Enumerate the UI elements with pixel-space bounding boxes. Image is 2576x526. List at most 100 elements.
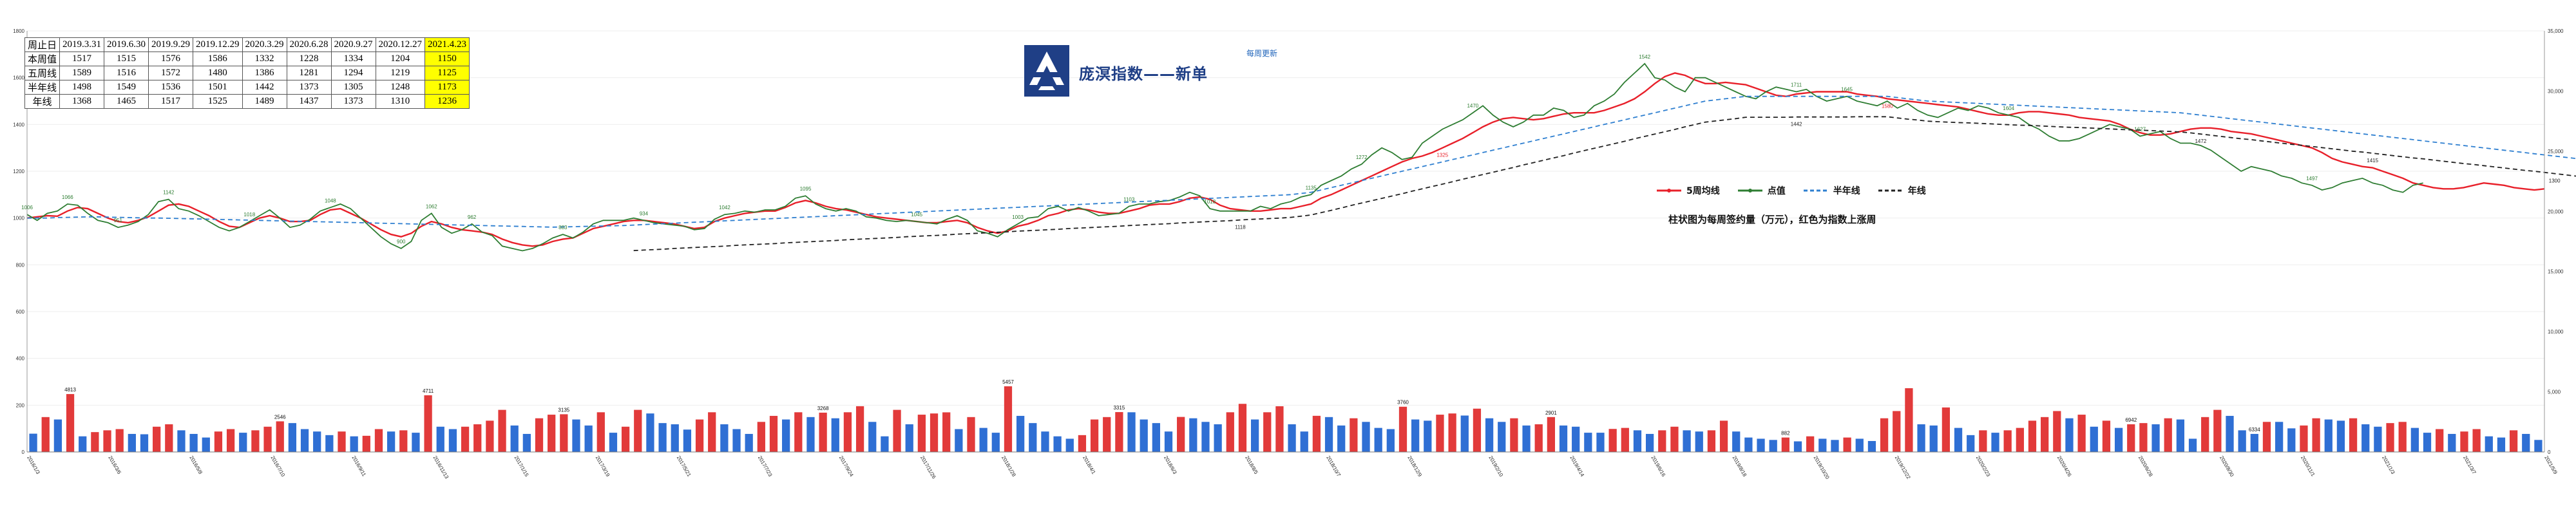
- bar: [2176, 419, 2185, 452]
- bar: [2460, 431, 2468, 452]
- bar: [128, 433, 136, 452]
- bar: [1670, 426, 1679, 452]
- bar: [1350, 418, 1358, 452]
- bar: [695, 419, 704, 452]
- right-tick-label: 30,000: [2548, 88, 2564, 94]
- bar: [276, 421, 284, 452]
- bar: [1460, 415, 1469, 452]
- table-cell: 2019.6.30: [104, 37, 149, 52]
- bar: [498, 409, 506, 452]
- bar: [1843, 437, 1851, 452]
- bar: [955, 429, 963, 452]
- table-cell: 1501: [193, 80, 243, 95]
- bar: [436, 426, 444, 452]
- bar: [1793, 441, 1802, 452]
- bar: [708, 412, 716, 452]
- line-value-label: 1118: [1235, 225, 1246, 230]
- x-tick-label: 2018/6/3: [1163, 455, 1178, 476]
- table-cell: 1204: [375, 52, 426, 66]
- bar: [881, 436, 889, 452]
- table-cell: 1515: [104, 52, 149, 66]
- line-value-label: 1325: [1436, 153, 1448, 158]
- bar: [548, 415, 556, 452]
- bar: [1324, 417, 1333, 452]
- bar: [1164, 431, 1173, 452]
- x-tick-label: 2018/1/28: [1000, 455, 1017, 478]
- bar: [1238, 404, 1247, 452]
- table-cell-highlight: 1150: [425, 52, 470, 66]
- table-cell: 1281: [286, 66, 332, 80]
- line-value-label: 1018: [1204, 199, 1216, 205]
- bar: [2250, 433, 2258, 452]
- bar: [2534, 440, 2543, 452]
- bar: [1707, 430, 1716, 452]
- line-value-label: 1095: [800, 186, 812, 192]
- bar-value-label: 2546: [274, 414, 286, 420]
- table-cell-highlight: 2021.4.23: [425, 37, 470, 52]
- x-tick-label: 2019/10/20: [1813, 455, 1831, 481]
- bar: [1781, 437, 1789, 452]
- right-tick-label: 10,000: [2548, 329, 2564, 335]
- summary-table: 周止日 2019.3.31 2019.6.30 2019.9.29 2019.1…: [24, 37, 470, 109]
- bar: [1288, 424, 1296, 452]
- bar: [2336, 420, 2345, 452]
- bar: [1621, 427, 1629, 452]
- bar: [1263, 412, 1272, 452]
- line-value-label: 1272: [1356, 155, 1368, 160]
- table-cell: 2019.3.31: [59, 37, 105, 52]
- line-value-label: 900: [397, 239, 406, 245]
- bar: [535, 418, 544, 452]
- bar: [1522, 425, 1531, 452]
- bar: [782, 419, 790, 452]
- bar-value-label: 6334: [2249, 427, 2260, 433]
- line-value-label: 1470: [1467, 103, 1478, 109]
- bar: [732, 429, 741, 452]
- line-value-label: 1048: [325, 198, 336, 203]
- bar: [2016, 427, 2024, 452]
- bar: [2090, 426, 2098, 452]
- bar: [1065, 438, 1074, 452]
- table-cell: 1228: [286, 52, 332, 66]
- bar: [1016, 415, 1025, 452]
- table-cell: 1517: [148, 94, 194, 109]
- bar: [1424, 420, 1432, 452]
- table-cell: 2020.3.29: [242, 37, 287, 52]
- legend-item: 5周均线: [1655, 184, 1720, 197]
- bar: [1633, 430, 1642, 452]
- bar: [1510, 418, 1518, 452]
- x-tick-label: 2017/3/19: [595, 455, 611, 478]
- bar: [66, 394, 75, 452]
- bar: [1893, 411, 1901, 452]
- bar: [2423, 433, 2432, 452]
- bar: [2188, 438, 2197, 452]
- bar: [2238, 430, 2246, 452]
- x-tick-label: 2021/1/3: [2381, 455, 2396, 476]
- bar: [2102, 420, 2111, 452]
- bar: [79, 436, 87, 452]
- bar: [510, 425, 519, 452]
- bar: [572, 419, 580, 452]
- bar: [202, 437, 210, 452]
- legend-item: 半年线: [1802, 184, 1860, 197]
- x-tick-label: 2016/5/8: [188, 455, 204, 476]
- bar: [1374, 427, 1382, 452]
- right-tick-label: 5,000: [2548, 390, 2561, 395]
- table-cell: 1305: [330, 80, 376, 95]
- x-tick-label: 2016/11/13: [432, 455, 450, 480]
- x-tick-label: 2020/8/30: [2218, 455, 2235, 478]
- table-cell: 1517: [59, 52, 105, 66]
- bar: [855, 406, 864, 452]
- x-tick-label: 2018/4/1: [1082, 455, 1097, 476]
- table-cell: 1219: [375, 66, 426, 80]
- table-cell: 1294: [330, 66, 376, 80]
- x-tick-label: 2017/5/21: [676, 455, 692, 478]
- left-tick-label: 800: [16, 262, 25, 268]
- x-tick-label: 2018/8/5: [1244, 455, 1259, 476]
- table-cell-highlight: 1173: [425, 80, 470, 95]
- bar: [1078, 435, 1087, 452]
- table-cell-highlight: 1236: [425, 94, 470, 109]
- line-value-label: 1645: [1841, 87, 1853, 93]
- bar: [1769, 440, 1777, 452]
- left-tick-label: 1800: [13, 28, 24, 34]
